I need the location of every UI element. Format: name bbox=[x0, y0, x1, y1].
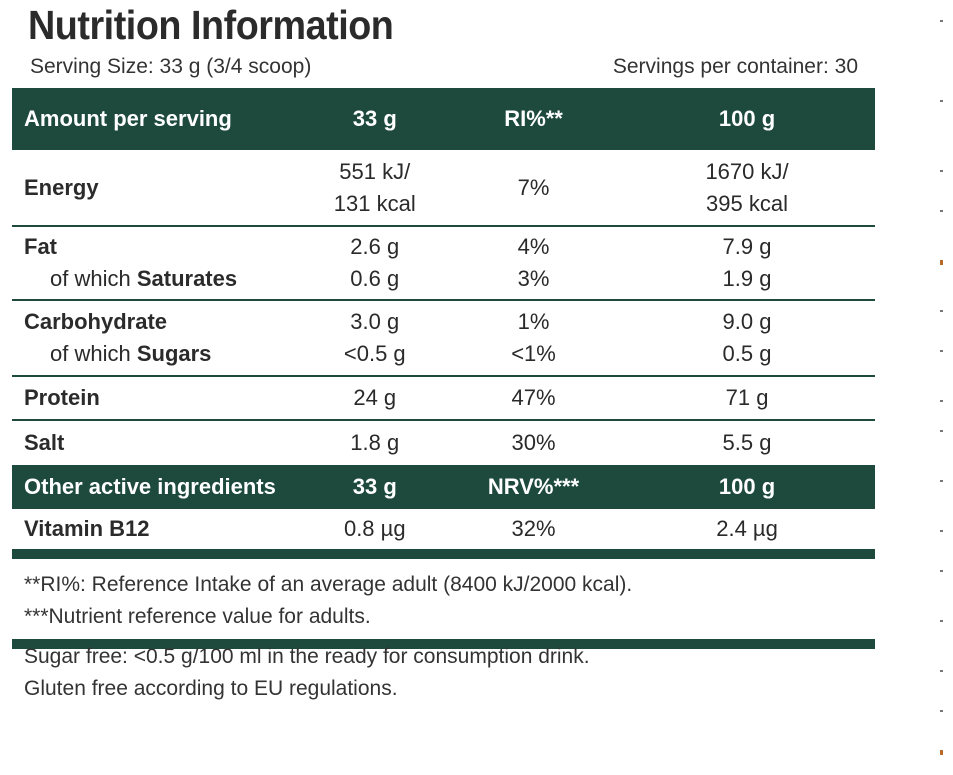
header-ri: RI%** bbox=[504, 106, 563, 131]
fat-ri: 4% bbox=[517, 234, 550, 259]
sugars-per100: 0.5 g bbox=[722, 341, 772, 366]
edge-mark bbox=[940, 750, 943, 755]
salt-label: Salt bbox=[24, 430, 65, 455]
saturates-serving: 0.6 g bbox=[350, 266, 400, 291]
header-per-100g: 100 g bbox=[718, 106, 776, 131]
carb-serving-col: 3.0 g <0.5 g bbox=[301, 301, 448, 375]
vitamin-b12-nrv: 32% bbox=[511, 516, 556, 541]
protein-per100: 71 g bbox=[725, 385, 769, 410]
panel-title: Nutrition Information bbox=[28, 2, 394, 48]
carb-ri-col: 1% <1% bbox=[448, 301, 619, 375]
energy-per100: 1670 kJ/ 395 kcal bbox=[619, 156, 875, 220]
energy-per100-kj: 1670 kJ/ bbox=[705, 158, 789, 184]
edge-mark bbox=[940, 350, 943, 352]
header2-serving-size: 33 g bbox=[352, 474, 397, 499]
edge-mark bbox=[940, 260, 943, 265]
footnotes: **RI%: Reference Intake of an average ad… bbox=[12, 559, 875, 639]
other-ingredients-header: Other active ingredients 33 g NRV%*** 10… bbox=[12, 465, 875, 509]
edge-mark bbox=[940, 20, 943, 22]
saturates-ri: 3% bbox=[517, 266, 550, 291]
saturates-per100: 1.9 g bbox=[722, 266, 772, 291]
edge-mark bbox=[940, 710, 943, 712]
edge-mark bbox=[940, 530, 943, 532]
protein-label: Protein bbox=[24, 385, 100, 410]
vitamin-b12-serving: 0.8 µg bbox=[343, 516, 406, 541]
energy-serving: 551 kJ/ 131 kcal bbox=[301, 156, 448, 220]
serving-size: Serving Size: 33 g (3/4 scoop) bbox=[30, 55, 312, 78]
fat-labels: Fat of which Saturates bbox=[12, 227, 301, 299]
row-carbohydrate-group: Carbohydrate of which Sugars 3.0 g <0.5 … bbox=[12, 301, 875, 377]
row-fat-group: Fat of which Saturates 2.6 g 0.6 g 4% 3%… bbox=[12, 227, 875, 301]
edge-mark bbox=[940, 670, 943, 672]
nrv-footnote: ***Nutrient reference value for adults. bbox=[24, 605, 371, 628]
salt-per100: 5.5 g bbox=[722, 430, 772, 455]
edge-mark bbox=[940, 620, 943, 622]
energy-serving-kcal: 131 kcal bbox=[333, 190, 416, 216]
row-salt: Salt 1.8 g 30% 5.5 g bbox=[12, 421, 875, 465]
row-protein: Protein 24 g 47% 71 g bbox=[12, 377, 875, 421]
sugars-label: of which Sugars bbox=[24, 338, 301, 370]
header-nrv: NRV%*** bbox=[487, 474, 580, 499]
servings-per-container: Servings per container: 30 bbox=[612, 55, 858, 78]
vitamin-b12-label: Vitamin B12 bbox=[24, 516, 150, 541]
protein-serving: 24 g bbox=[353, 385, 397, 410]
carbohydrate-per100: 9.0 g bbox=[722, 309, 772, 334]
sugars-ri: <1% bbox=[511, 341, 556, 366]
fat-label: Fat bbox=[24, 234, 57, 259]
table-header: Amount per serving 33 g RI%** 100 g bbox=[12, 88, 875, 150]
sugars-name: Sugars bbox=[136, 341, 212, 366]
edge-mark bbox=[940, 100, 943, 102]
energy-serving-kj: 551 kJ/ bbox=[339, 158, 411, 184]
ri-footnote: **RI%: Reference Intake of an average ad… bbox=[24, 573, 633, 596]
salt-ri: 30% bbox=[511, 430, 556, 455]
divider-bar-bottom bbox=[12, 639, 875, 649]
carb-per100-col: 9.0 g 0.5 g bbox=[619, 301, 875, 375]
carb-labels: Carbohydrate of which Sugars bbox=[12, 301, 301, 375]
header2-per-100g: 100 g bbox=[718, 474, 776, 499]
header-amount-per-serving: Amount per serving bbox=[24, 106, 232, 131]
saturates-label: of which Saturates bbox=[24, 263, 301, 295]
energy-ri: 7% bbox=[517, 174, 550, 200]
vitamin-b12-per100: 2.4 µg bbox=[716, 516, 778, 541]
carbohydrate-serving: 3.0 g bbox=[350, 309, 400, 334]
edge-mark bbox=[940, 310, 943, 312]
sugar-free-note: Sugar free: <0.5 g/100 ml in the ready f… bbox=[24, 645, 590, 668]
edge-mark bbox=[940, 570, 943, 572]
edge-mark bbox=[940, 430, 943, 432]
nutrition-table: Amount per serving 33 g RI%** 100 g Ener… bbox=[12, 88, 875, 649]
saturates-name: Saturates bbox=[136, 266, 238, 291]
header-serving-size: 33 g bbox=[352, 106, 397, 131]
sugars-prefix: of which bbox=[50, 341, 137, 366]
edge-mark bbox=[940, 480, 943, 482]
edge-mark bbox=[940, 400, 943, 402]
sugars-serving: <0.5 g bbox=[343, 341, 406, 366]
fat-serving: 2.6 g bbox=[350, 234, 400, 259]
carbohydrate-ri: 1% bbox=[517, 309, 550, 334]
energy-per100-kcal: 395 kcal bbox=[706, 190, 788, 216]
additional-info: Sugar free: <0.5 g/100 ml in the ready f… bbox=[24, 641, 590, 705]
protein-ri: 47% bbox=[511, 385, 556, 410]
edge-mark bbox=[940, 170, 943, 172]
header-other-active-ingredients: Other active ingredients bbox=[24, 474, 276, 499]
carbohydrate-label: Carbohydrate bbox=[24, 309, 168, 334]
edge-mark bbox=[940, 210, 943, 212]
fat-per100: 7.9 g bbox=[722, 234, 772, 259]
row-energy: Energy 551 kJ/ 131 kcal 7% 1670 kJ/ 395 … bbox=[12, 150, 875, 227]
fat-per100-col: 7.9 g 1.9 g bbox=[619, 227, 875, 299]
saturates-prefix: of which bbox=[50, 266, 137, 291]
divider-bar bbox=[12, 549, 875, 559]
energy-label: Energy bbox=[24, 174, 99, 200]
salt-serving: 1.8 g bbox=[350, 430, 400, 455]
fat-ri-col: 4% 3% bbox=[448, 227, 619, 299]
fat-serving-col: 2.6 g 0.6 g bbox=[301, 227, 448, 299]
gluten-free-note: Gluten free according to EU regulations. bbox=[24, 677, 398, 700]
row-vitamin-b12: Vitamin B12 0.8 µg 32% 2.4 µg bbox=[12, 509, 875, 549]
edge-marks bbox=[940, 10, 950, 770]
